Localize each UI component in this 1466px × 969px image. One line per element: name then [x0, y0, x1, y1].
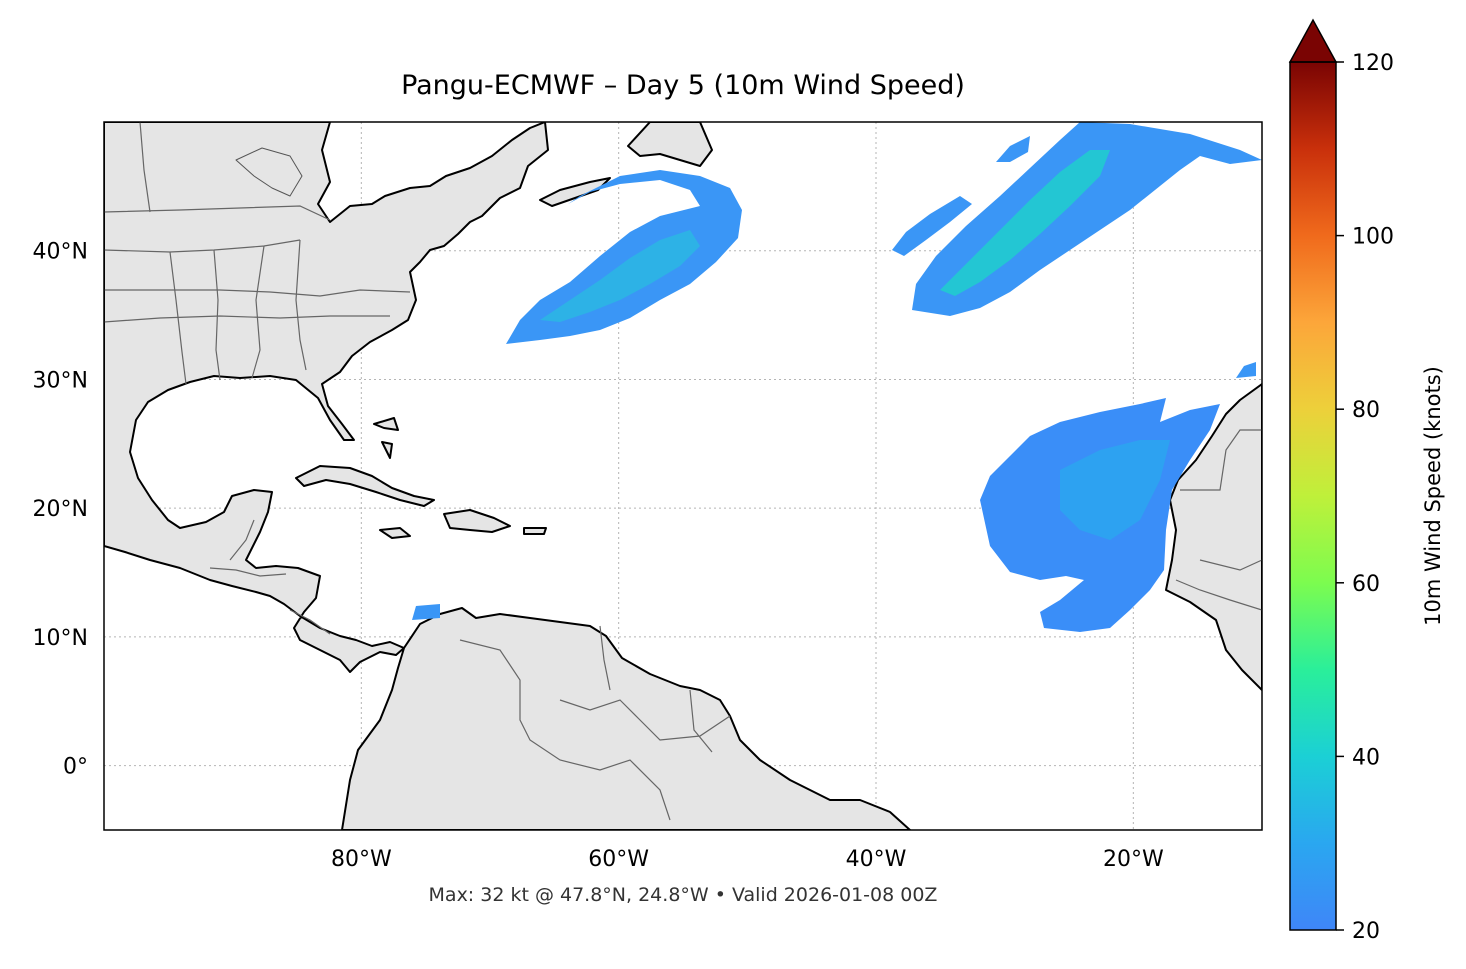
- colorbar-tick-label: 20: [1352, 919, 1380, 944]
- lon-tick-label: 40°W: [846, 847, 907, 872]
- colorbar-tick-label: 120: [1352, 51, 1394, 76]
- colorbar-ticks: 20 40 60 80 100 120: [1336, 51, 1394, 944]
- latitude-axis: 40°N 30°N 20°N 10°N 0°: [33, 240, 88, 780]
- colorbar-tick-label: 40: [1352, 745, 1380, 770]
- lon-tick-label: 20°W: [1103, 847, 1164, 872]
- newfoundland: [627, 122, 713, 167]
- wind-area-north-fragment: [996, 136, 1030, 162]
- great-lakes: [235, 147, 303, 197]
- bahamas: [373, 417, 399, 459]
- political-borders: [104, 122, 1262, 821]
- footnote: Max: 32 kt @ 47.8°N, 24.8°W • Valid 2026…: [428, 884, 938, 906]
- wind-area-caribbean-fragment: [412, 604, 440, 620]
- map-frame: [103, 121, 1263, 831]
- lon-tick-label: 60°W: [588, 847, 649, 872]
- wind-area-northwest-atlantic-jet: [506, 170, 742, 344]
- wind-area-northwest-fragment: [892, 196, 972, 256]
- puerto-rico: [523, 527, 547, 535]
- colorbar-tick-label: 80: [1352, 398, 1380, 423]
- colorbar: 20 40 60 80 100 120 10m Wind Speed (knots): [1288, 18, 1445, 944]
- wind-area-subtropical-core: [1060, 440, 1170, 540]
- lon-tick-label: 80°W: [331, 847, 392, 872]
- lat-tick-label: 40°N: [33, 240, 88, 265]
- longitude-axis: 80°W 60°W 40°W 20°W: [331, 847, 1164, 872]
- colorbar-extend-arrow: [1288, 18, 1338, 63]
- colorbar-label: 10m Wind Speed (knots): [1421, 366, 1445, 626]
- colorbar-tick-label: 100: [1352, 225, 1394, 250]
- lat-tick-label: 10°N: [33, 626, 88, 651]
- colorbar-tick-label: 60: [1352, 572, 1380, 597]
- lat-tick-label: 30°N: [33, 368, 88, 393]
- hispaniola: [443, 509, 511, 533]
- cuba: [295, 465, 435, 507]
- lat-tick-label: 0°: [63, 755, 88, 780]
- jamaica: [379, 527, 411, 539]
- map-title: Pangu-ECMWF – Day 5 (10m Wind Speed): [401, 70, 965, 101]
- wind-area-northwest-core: [540, 230, 700, 322]
- colorbar-gradient: [1290, 62, 1336, 930]
- africa-land: [1165, 383, 1262, 691]
- wind-speed-fields: [412, 122, 1262, 632]
- colorbar-frame: [1289, 61, 1337, 931]
- wind-area-canary-fragment: [1236, 362, 1256, 378]
- lat-tick-label: 20°N: [33, 497, 88, 522]
- south-america-land: [341, 607, 911, 830]
- wind-area-north-atlantic-core: [940, 150, 1110, 296]
